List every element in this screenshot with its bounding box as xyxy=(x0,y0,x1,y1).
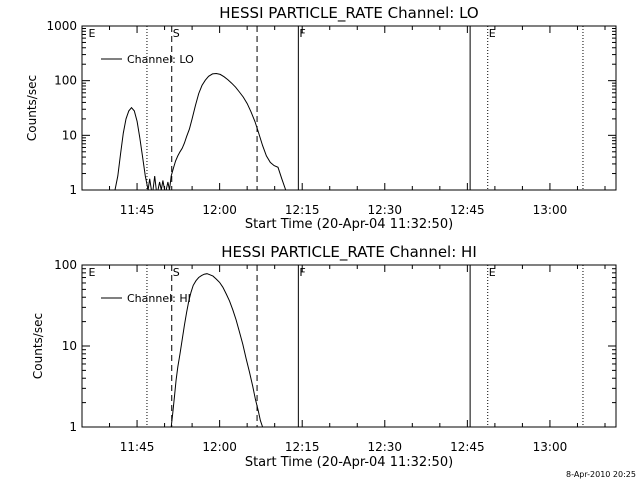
x-tick-label: 12:00 xyxy=(202,440,237,454)
x-tick-label: 12:00 xyxy=(202,203,237,217)
y-tick-label: 1000 xyxy=(46,19,77,33)
event-marker-label: E xyxy=(89,27,96,40)
lo-channel-panel: HESSI PARTICLE_RATE Channel: LO 11:45 12:0… xyxy=(25,4,617,232)
event-marker-label: F xyxy=(299,27,305,40)
event-marker-label: E xyxy=(89,266,96,279)
y-tick-label: 1 xyxy=(69,183,77,197)
x-tick-label: 13:00 xyxy=(533,203,568,217)
event-marker-label: E xyxy=(489,266,496,279)
plot-timestamp: 8-Apr-2010 20:25 xyxy=(566,470,636,479)
series-line xyxy=(114,72,287,190)
y-tick-label: 1 xyxy=(69,420,77,434)
legend-label: Channel: LO xyxy=(127,53,194,66)
plot-frame xyxy=(81,25,617,191)
y-tick-label: 10 xyxy=(62,128,77,142)
x-tick-label: 12:15 xyxy=(285,203,320,217)
plot-frame xyxy=(81,264,617,428)
x-tick-label: 12:30 xyxy=(367,440,402,454)
y-axis-label: Counts/sec xyxy=(31,313,45,379)
y-tick-label: 100 xyxy=(54,258,77,272)
chart-title: HESSI PARTICLE_RATE Channel: HI xyxy=(221,243,477,262)
x-tick-label: 11:45 xyxy=(120,440,155,454)
event-marker-label: S xyxy=(173,27,180,40)
x-tick-label: 12:30 xyxy=(367,203,402,217)
x-tick-label: 12:15 xyxy=(285,440,320,454)
event-marker-label: S xyxy=(173,266,180,279)
y-tick-label: 10 xyxy=(62,339,77,353)
chart-title: HESSI PARTICLE_RATE Channel: LO xyxy=(219,4,478,23)
hi-channel-panel: HESSI PARTICLE_RATE Channel: HI 11:45 12:0… xyxy=(31,243,617,470)
x-tick-label: 11:45 xyxy=(120,203,155,217)
x-axis-label: Start Time (20-Apr-04 11:32:50) xyxy=(245,217,453,232)
x-tick-label: 12:45 xyxy=(450,440,485,454)
x-axis-label: Start Time (20-Apr-04 11:32:50) xyxy=(245,455,453,470)
y-tick-label: 100 xyxy=(54,74,77,88)
legend-label: Channel: HI xyxy=(127,292,191,305)
event-marker-label: F xyxy=(299,266,305,279)
series-line xyxy=(170,273,264,427)
x-tick-label: 13:00 xyxy=(533,440,568,454)
y-axis-label: Counts/sec xyxy=(25,75,39,141)
x-tick-label: 12:45 xyxy=(450,203,485,217)
event-marker-label: E xyxy=(489,27,496,40)
